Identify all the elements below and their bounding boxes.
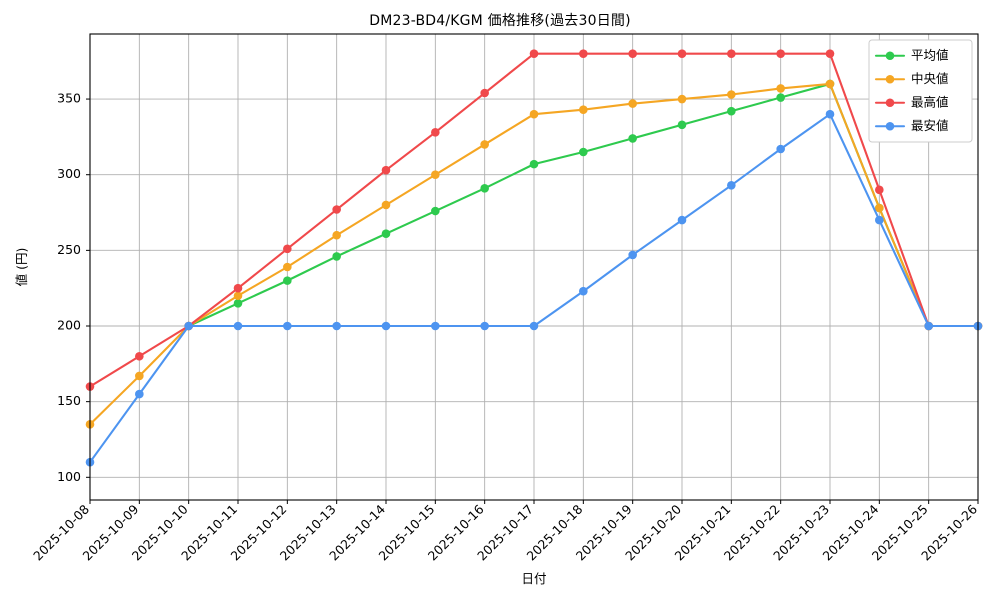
data-point-marker	[381, 229, 391, 239]
plot-frame	[89, 33, 979, 501]
data-point-marker	[677, 94, 687, 104]
x-axis-label: 日付	[521, 571, 546, 586]
legend-entry-2[interactable]: 最高値	[874, 94, 949, 109]
data-point-marker	[381, 165, 391, 175]
legend-marker-swatch	[885, 51, 895, 61]
data-point-marker	[875, 203, 884, 213]
x-axis-tick-labels: 2025-10-082025-10-092025-10-102025-10-11…	[30, 501, 980, 563]
data-point-marker	[529, 109, 539, 119]
legend-box	[868, 39, 973, 143]
data-point-marker	[628, 49, 637, 58]
data-point-marker	[332, 321, 341, 331]
data-point-marker	[727, 106, 736, 116]
legend-marker-swatch	[885, 121, 895, 131]
data-point-marker	[381, 321, 391, 331]
legend-label: 中央値	[911, 71, 949, 86]
data-point-marker	[332, 230, 341, 240]
data-point-marker	[233, 283, 243, 293]
data-point-marker	[381, 200, 391, 210]
data-point-marker	[480, 140, 489, 149]
y-axis-tick-label: 350	[57, 91, 81, 106]
data-series-layer	[85, 49, 983, 467]
series-3	[85, 109, 983, 467]
data-point-marker	[579, 105, 588, 114]
y-axis-tick-label: 150	[57, 393, 81, 408]
data-point-marker	[579, 147, 588, 157]
data-point-marker	[529, 49, 539, 58]
legend-entry-3[interactable]: 最安値	[874, 118, 949, 133]
y-axis-tick-label: 300	[57, 166, 81, 181]
chart-title: DM23-BD4/KGM 価格推移(過去30日間)	[369, 13, 631, 29]
legend-marker-swatch	[885, 74, 895, 84]
data-point-marker	[480, 88, 489, 98]
legend-label: 平均値	[911, 47, 949, 62]
data-point-marker	[825, 49, 835, 58]
y-axis-tick-labels: 100 150 200 250 300 350	[57, 91, 81, 484]
data-point-marker	[875, 215, 884, 225]
data-point-marker	[332, 252, 341, 261]
data-point-marker	[480, 184, 489, 193]
data-point-marker	[529, 159, 539, 169]
data-point-marker	[825, 109, 835, 119]
data-point-marker	[628, 250, 637, 260]
data-point-marker	[529, 321, 539, 331]
data-point-marker	[727, 90, 736, 99]
data-point-marker	[628, 99, 637, 108]
data-point-marker	[431, 206, 440, 216]
data-point-marker	[431, 170, 440, 180]
data-point-marker	[677, 215, 687, 225]
data-point-marker	[579, 286, 588, 296]
data-point-marker	[135, 389, 144, 399]
grid-lines	[89, 34, 979, 500]
legend-marker-swatch	[885, 98, 895, 108]
y-axis-tick-label: 250	[57, 242, 81, 257]
data-point-marker	[233, 291, 243, 301]
data-point-marker	[431, 128, 440, 137]
data-point-marker	[776, 49, 785, 58]
data-point-marker	[776, 144, 785, 154]
data-point-marker	[283, 262, 292, 272]
data-point-marker	[135, 371, 144, 381]
data-point-marker	[283, 244, 292, 254]
data-point-marker	[283, 276, 292, 285]
data-point-marker	[727, 49, 736, 58]
data-point-marker	[233, 321, 243, 331]
data-point-marker	[233, 299, 243, 308]
data-point-marker	[283, 321, 292, 331]
y-axis-tick-label: 200	[57, 318, 81, 333]
data-point-marker	[480, 321, 489, 331]
legend-entry-0[interactable]: 平均値	[874, 47, 949, 62]
data-point-marker	[825, 79, 835, 89]
legend-label: 最安値	[911, 118, 949, 133]
data-point-marker	[776, 93, 785, 102]
legend-entry-1[interactable]: 中央値	[874, 71, 949, 86]
data-point-marker	[875, 185, 884, 195]
data-point-marker	[776, 84, 785, 93]
data-point-marker	[431, 321, 440, 331]
data-point-marker	[332, 205, 341, 214]
data-point-marker	[135, 351, 144, 361]
data-point-marker	[579, 49, 588, 58]
data-point-marker	[727, 181, 736, 190]
data-point-marker	[677, 120, 687, 130]
axis-labels: 日付 値 (円)	[14, 248, 547, 586]
data-point-marker	[184, 321, 193, 331]
data-point-marker	[924, 321, 933, 331]
legend-label: 最高値	[911, 94, 949, 109]
y-axis-tick-label: 100	[57, 469, 81, 484]
axes-frame	[86, 33, 979, 504]
y-axis-label: 値 (円)	[14, 248, 29, 287]
data-point-marker	[628, 134, 637, 143]
data-point-marker	[677, 49, 687, 58]
